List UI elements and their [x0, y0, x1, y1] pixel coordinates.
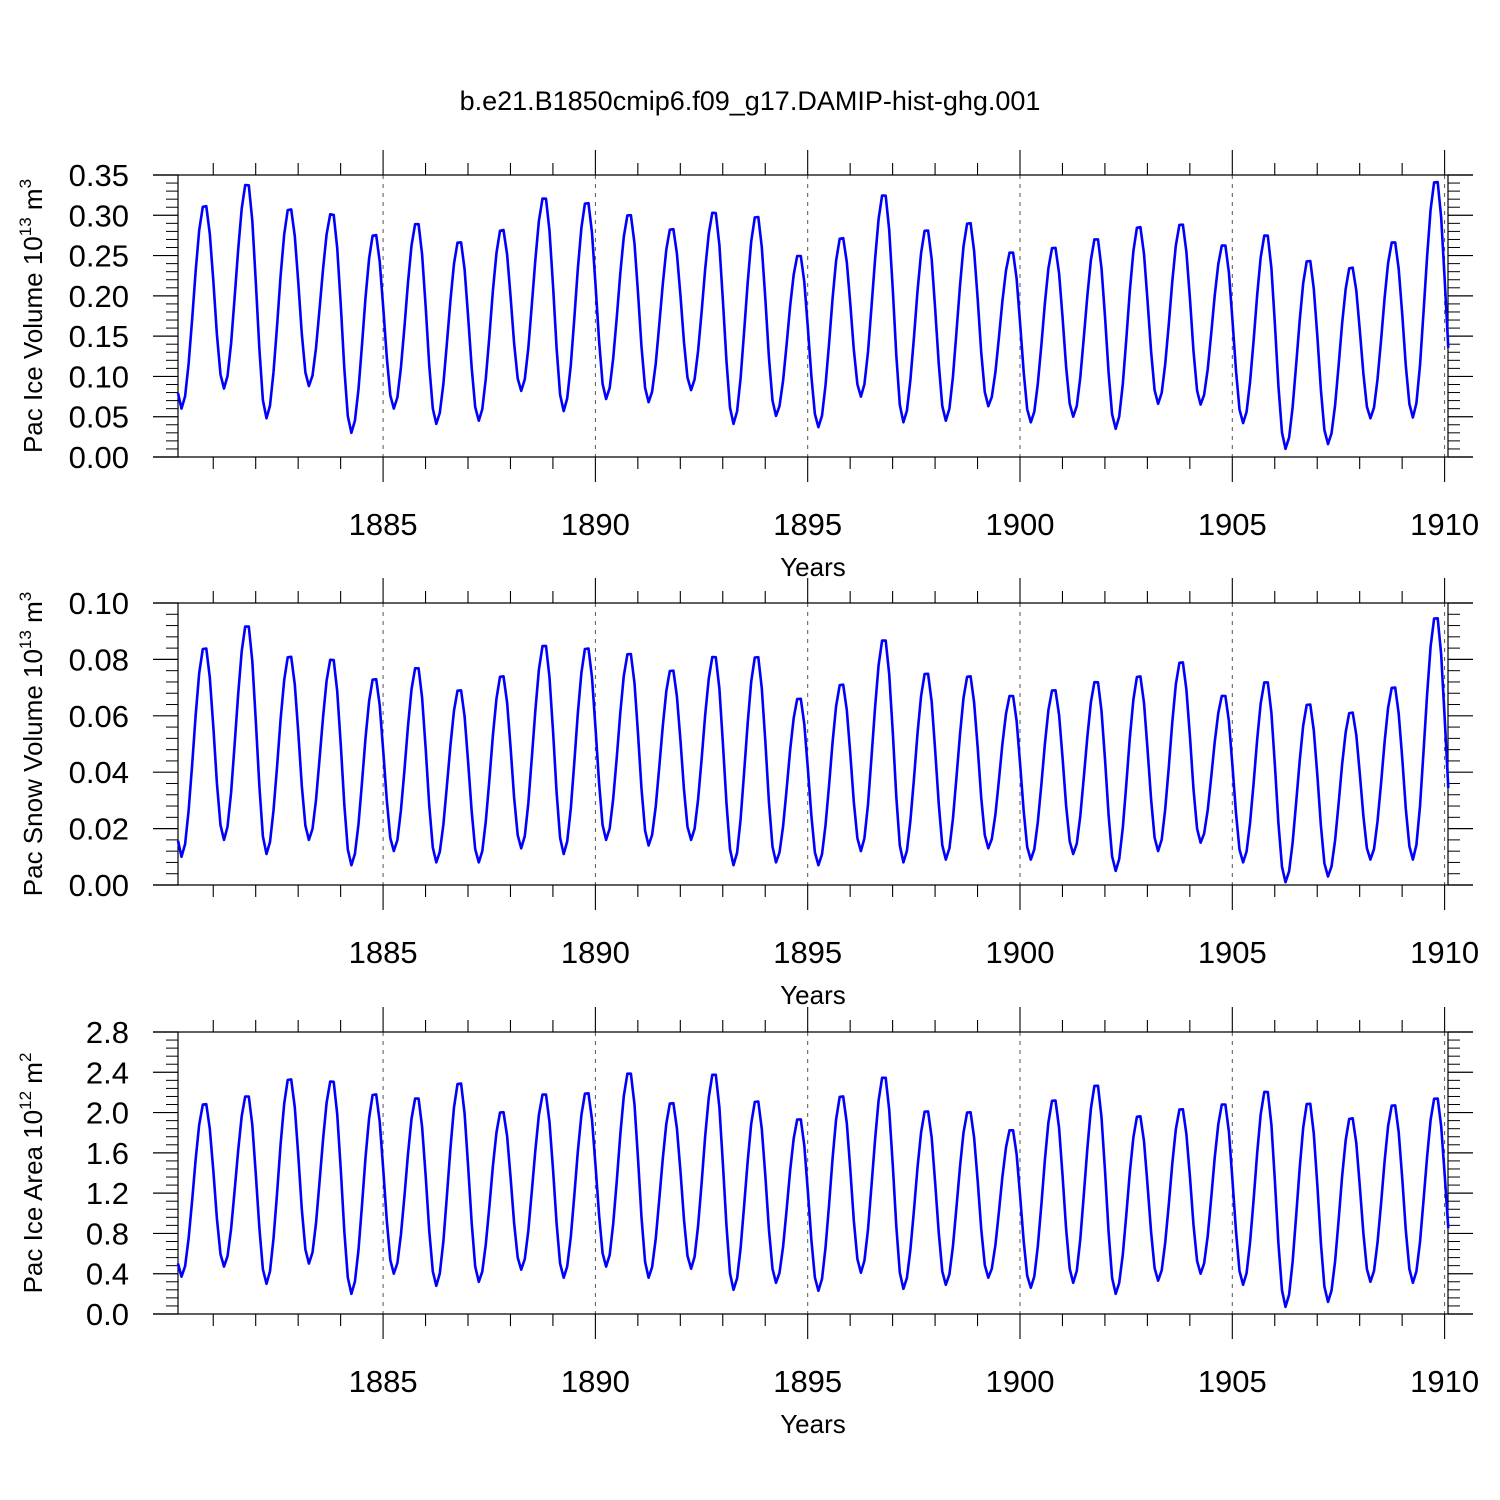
- x-tick-label: 1905: [1198, 507, 1267, 542]
- x-tick-label: 1895: [773, 507, 842, 542]
- y-tick-label: 0.00: [69, 868, 129, 903]
- y-tick-label: 0.10: [69, 586, 129, 621]
- series-line-snow-volume: [176, 617, 1450, 884]
- x-tick-label: 1905: [1198, 935, 1267, 970]
- y-tick-label: 0.10: [69, 359, 129, 394]
- series-line-ice-volume: [176, 180, 1450, 451]
- series-line-ice-area: [176, 1072, 1450, 1309]
- y-tick-label: 0.30: [69, 198, 129, 233]
- y-tick-label: 0.25: [69, 239, 129, 274]
- x-tick-label: 1900: [986, 507, 1055, 542]
- x-axis-title: Years: [780, 552, 846, 582]
- x-tick-label: 1900: [986, 935, 1055, 970]
- x-tick-label: 1890: [561, 1364, 630, 1399]
- x-axis-title: Years: [780, 980, 846, 1010]
- x-tick-label: 1885: [349, 507, 418, 542]
- chart-title: b.e21.B1850cmip6.f09_g17.DAMIP-hist-ghg.…: [460, 86, 1041, 116]
- y-tick-label: 0.8: [86, 1216, 129, 1251]
- panel-snow-volume: 0.00 0.02 0.04 0.06 0.08 0.10 1885 1890 1895 1900…: [16, 578, 1479, 1010]
- y-tick-label: 0.02: [69, 812, 129, 847]
- y-axis-title: Pac Ice Volume 1013 m3: [16, 179, 48, 453]
- y-tick-label: 0.00: [69, 440, 129, 475]
- y-tick-label: 0.06: [69, 699, 129, 734]
- y-tick-label: 1.6: [86, 1136, 129, 1171]
- x-tick-label: 1895: [773, 1364, 842, 1399]
- y-tick-label: 0.05: [69, 400, 129, 435]
- x-axis-title: Years: [780, 1409, 846, 1439]
- x-tick-label: 1890: [561, 935, 630, 970]
- y-axis-title: Pac Snow Volume 1013 m3: [16, 592, 48, 896]
- x-tick-label: 1900: [986, 1364, 1055, 1399]
- x-tick-label: 1910: [1410, 1364, 1479, 1399]
- y-tick-label: 2.8: [86, 1015, 129, 1050]
- x-tick-label: 1895: [773, 935, 842, 970]
- y-tick-label: 0.04: [69, 755, 129, 790]
- x-tick-label: 1885: [349, 935, 418, 970]
- x-tick-label: 1885: [349, 1364, 418, 1399]
- panel-ice-area: 0.0 0.4 0.8 1.2 1.6 2.0 2.4 2.8 1885 1890 1895 1900…: [16, 1007, 1479, 1439]
- y-tick-label: 0.20: [69, 279, 129, 314]
- y-tick-label: 0.4: [86, 1257, 129, 1292]
- x-tick-label: 1910: [1410, 507, 1479, 542]
- y-tick-label: 2.0: [86, 1096, 129, 1131]
- y-tick-label: 1.2: [86, 1176, 129, 1211]
- y-tick-label: 2.4: [86, 1055, 129, 1090]
- y-tick-label: 0.0: [86, 1297, 129, 1332]
- x-tick-label: 1910: [1410, 935, 1479, 970]
- y-tick-label: 0.35: [69, 158, 129, 193]
- y-axis-title: Pac Ice Area 1012 m2: [16, 1053, 48, 1294]
- panel-ice-volume: 0.00 0.05 0.10 0.15 0.20 0.25 0.30 0.35 1885 1890…: [16, 150, 1479, 582]
- y-tick-label: 0.15: [69, 319, 129, 354]
- x-tick-label: 1890: [561, 507, 630, 542]
- y-tick-label: 0.08: [69, 642, 129, 677]
- x-tick-label: 1905: [1198, 1364, 1267, 1399]
